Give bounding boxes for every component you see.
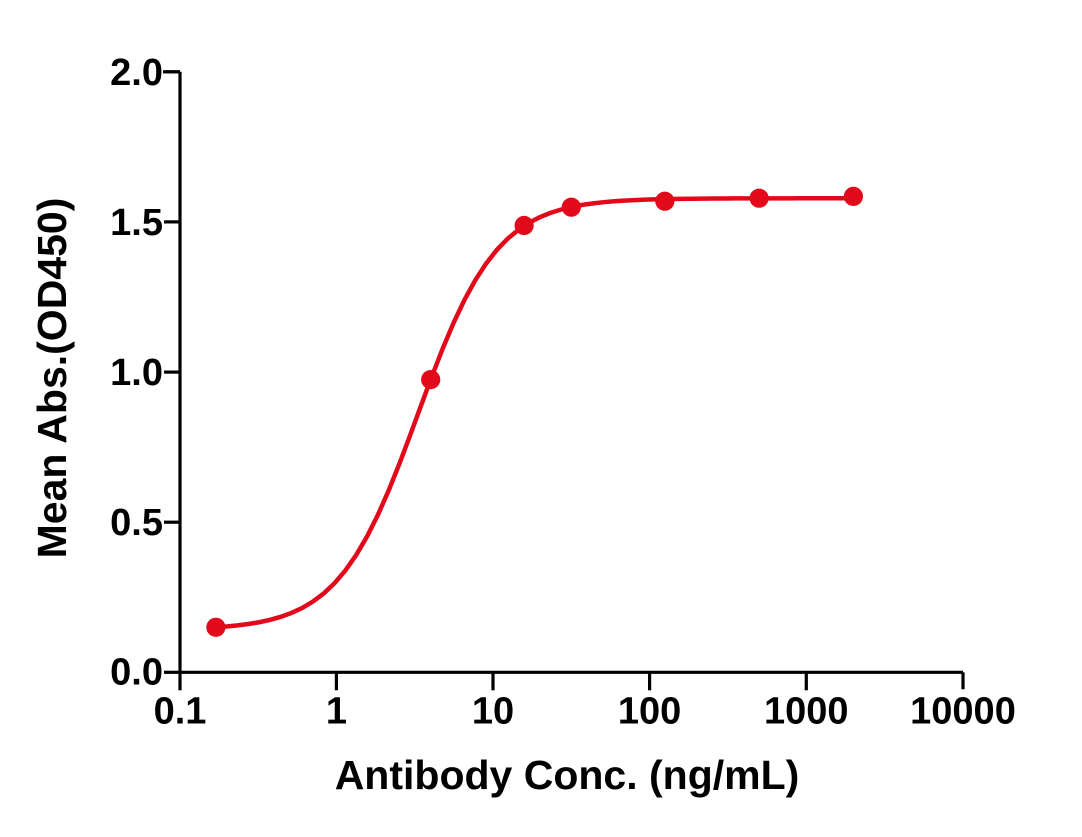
- svg-text:Antibody Conc. (ng/mL): Antibody Conc. (ng/mL): [335, 752, 800, 798]
- svg-text:2.0: 2.0: [110, 52, 163, 94]
- svg-text:10: 10: [472, 690, 514, 732]
- svg-text:1.5: 1.5: [110, 202, 163, 244]
- svg-text:0.0: 0.0: [110, 651, 163, 693]
- svg-text:0.1: 0.1: [154, 690, 207, 732]
- svg-text:10000: 10000: [910, 690, 1016, 732]
- svg-text:Mean Abs.(OD450): Mean Abs.(OD450): [29, 198, 75, 559]
- svg-text:0.5: 0.5: [110, 502, 163, 544]
- svg-text:1: 1: [326, 690, 347, 732]
- svg-text:1.0: 1.0: [110, 352, 163, 394]
- svg-text:1000: 1000: [764, 690, 849, 732]
- svg-text:100: 100: [618, 690, 681, 732]
